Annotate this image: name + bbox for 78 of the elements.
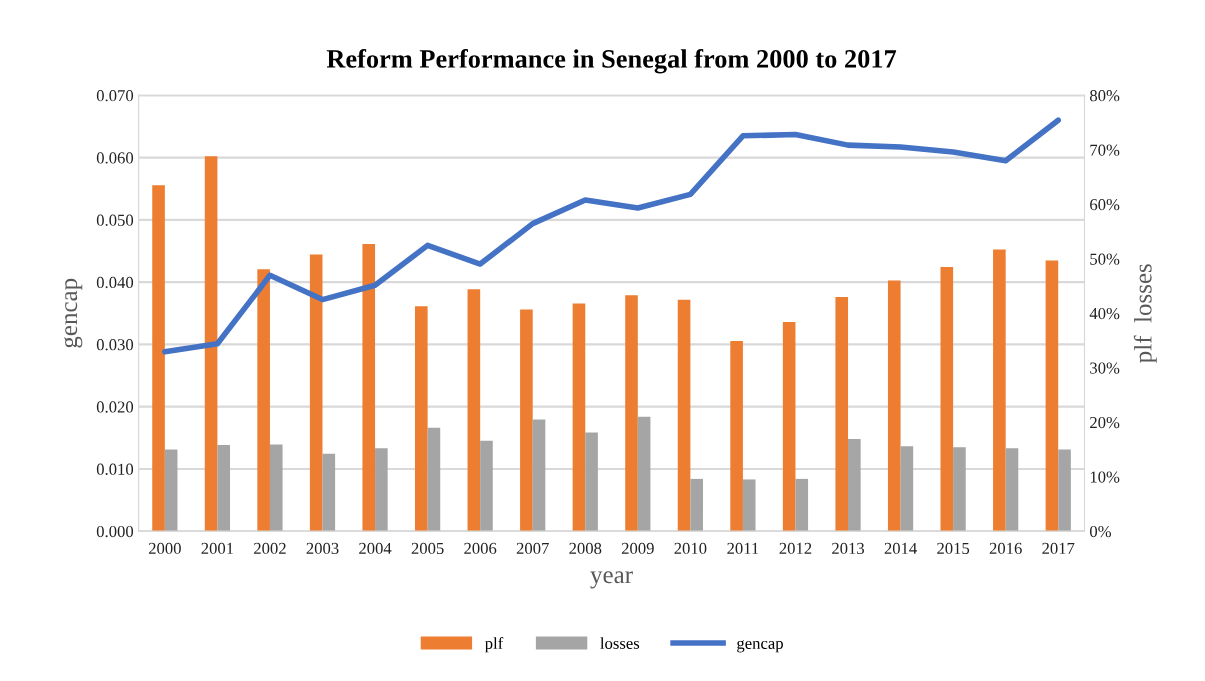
legend-label: gencap <box>737 640 783 653</box>
x-tick-label: 2003 <box>306 542 339 555</box>
x-tick-label: 2016 <box>989 542 1022 555</box>
y2-axis-title: plf losses <box>1133 264 1157 363</box>
x-tick-label: 2002 <box>254 542 286 555</box>
y-tick-label: 0.030 <box>96 339 134 351</box>
bar <box>217 445 231 532</box>
bar <box>742 479 756 532</box>
bar <box>427 427 441 532</box>
bar <box>532 419 546 532</box>
y2-tick-label: 10% <box>1090 471 1120 483</box>
bar <box>164 449 178 532</box>
x-axis-title: year <box>590 571 633 589</box>
x-tick-label: 2017 <box>1042 542 1075 555</box>
bar <box>677 299 691 532</box>
bar <box>362 244 376 532</box>
bar <box>940 266 954 532</box>
y-tick-label: 0.070 <box>96 90 134 102</box>
bar <box>572 303 586 532</box>
y2-tick-label: 40% <box>1089 307 1120 320</box>
y-tick-label: 0.050 <box>96 214 134 226</box>
bar <box>993 249 1006 532</box>
bar <box>835 296 849 532</box>
bar <box>1058 449 1071 532</box>
bar <box>900 446 914 532</box>
y-tick-label: 0.020 <box>96 401 134 413</box>
x-tick-label: 2006 <box>464 542 497 555</box>
bar <box>585 432 598 532</box>
x-tick-label: 2004 <box>359 542 392 555</box>
y-tick-label: 0.040 <box>96 276 134 289</box>
x-tick-label: 2009 <box>621 542 654 555</box>
y2-tick-label: 50% <box>1090 253 1120 265</box>
x-tick-label: 2015 <box>937 542 970 555</box>
bar <box>848 439 861 532</box>
y2-tick-label: 30% <box>1090 362 1120 374</box>
bar <box>520 309 533 532</box>
bar <box>795 478 809 532</box>
bar <box>782 321 796 532</box>
y2-tick-label: 60% <box>1090 199 1120 211</box>
x-tick-label: 2001 <box>201 542 234 555</box>
bar <box>690 478 703 532</box>
x-tick-label: 2012 <box>779 542 812 555</box>
y-tick-label: 0.000 <box>96 525 134 538</box>
bar <box>309 254 323 532</box>
bar <box>322 453 336 532</box>
chart-title: Reform Performance in Senegal from 2000 to 2017 <box>326 48 897 74</box>
bar <box>152 185 165 532</box>
bar <box>480 440 493 532</box>
bar <box>625 295 638 532</box>
y2-tick-label: 70% <box>1090 144 1120 156</box>
bar <box>1005 448 1019 532</box>
x-tick-label: 2014 <box>884 542 917 555</box>
x-tick-label: 2008 <box>569 542 602 555</box>
bar <box>1045 260 1059 532</box>
x-tick-label: 2000 <box>148 542 181 555</box>
x-tick-label: 2005 <box>411 542 444 555</box>
x-tick-label: 2010 <box>674 542 707 555</box>
y2-tick-label: 80% <box>1090 90 1120 102</box>
y-tick-label: 0.060 <box>96 152 134 164</box>
bar <box>953 447 966 532</box>
bar <box>415 306 428 532</box>
bar <box>887 280 901 532</box>
x-tick-label: 2011 <box>727 542 759 555</box>
legend-label: losses <box>600 637 640 649</box>
bar <box>637 416 651 532</box>
y2-tick-label: 20% <box>1090 416 1120 429</box>
bar <box>467 289 481 532</box>
x-tick-label: 2007 <box>516 542 549 555</box>
y-tick-label: 0.010 <box>96 463 134 475</box>
bar <box>730 341 743 532</box>
bar <box>269 444 283 532</box>
y-axis-title: gencap <box>64 278 83 348</box>
bar <box>257 269 270 532</box>
bar <box>204 156 218 532</box>
bar <box>375 448 388 532</box>
x-tick-label: 2013 <box>832 542 865 555</box>
y2-tick-label: 0% <box>1090 525 1112 538</box>
legend-label: plf <box>485 637 504 653</box>
